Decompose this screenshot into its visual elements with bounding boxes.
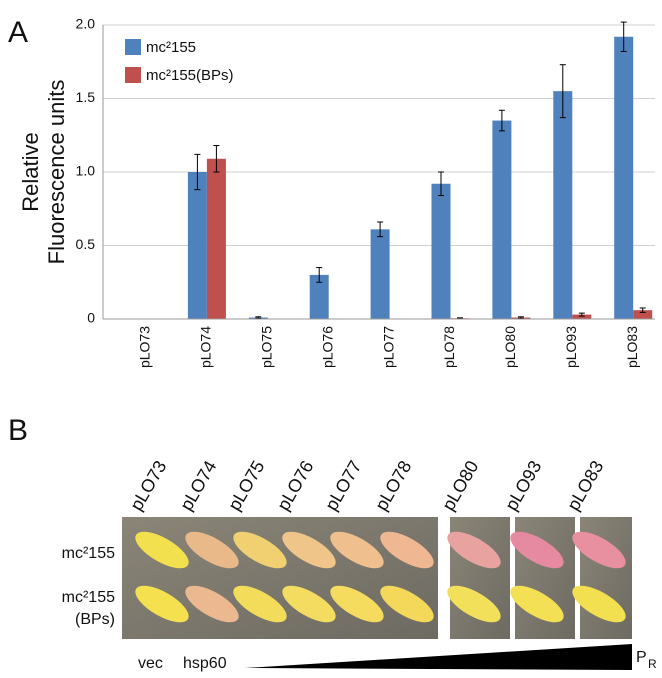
colony <box>380 585 434 623</box>
x-tick-label: pLO74 <box>198 326 214 368</box>
colony-photo <box>122 517 632 639</box>
colony <box>282 531 336 569</box>
gradient-end-label: P <box>636 649 647 666</box>
panel-label: A <box>8 16 28 49</box>
x-tick-label: pLO76 <box>319 326 335 368</box>
colony <box>447 531 501 569</box>
colony <box>510 585 564 623</box>
column-label: pLO93 <box>501 457 545 514</box>
x-tick-label: pLO93 <box>563 326 579 368</box>
promoter-label: vec <box>138 655 163 672</box>
y-tick-label: 2.0 <box>76 16 96 32</box>
column-label: pLO77 <box>321 457 365 514</box>
column-label: pLO76 <box>273 457 317 514</box>
colony <box>282 585 336 623</box>
y-tick-label: 0 <box>87 310 95 326</box>
column-label: pLO78 <box>371 457 415 514</box>
panel-label: B <box>8 414 28 447</box>
colony <box>510 531 564 569</box>
colony <box>135 585 189 623</box>
colony <box>135 531 189 569</box>
bar <box>614 36 634 319</box>
y-axis-label: Fluorescence units <box>44 80 69 265</box>
column-label: pLO80 <box>438 457 482 514</box>
promoter-label: hsp60 <box>183 655 227 672</box>
x-tick-label: pLO78 <box>441 326 457 368</box>
bar <box>553 91 573 320</box>
x-tick-label: pLO73 <box>137 326 153 368</box>
row-label: mc²155 <box>62 545 115 562</box>
legend-label: mc²155 <box>146 39 196 56</box>
column-label: pLO73 <box>126 457 170 514</box>
y-tick-label: 1.5 <box>76 89 96 105</box>
colony <box>447 585 501 623</box>
colony <box>572 585 626 623</box>
error-bar <box>498 109 505 132</box>
y-axis-label: Relative <box>18 132 43 211</box>
y-tick-label: 0.5 <box>76 236 96 252</box>
bar <box>370 229 390 319</box>
bar <box>206 158 226 319</box>
legend-swatch <box>125 39 141 55</box>
colony <box>380 531 434 569</box>
bar <box>572 314 592 319</box>
error-bar <box>377 221 384 238</box>
error-bar <box>438 171 444 197</box>
colony <box>330 531 384 569</box>
row-label: mc²155 <box>62 589 115 606</box>
colony <box>233 585 287 623</box>
colony <box>330 585 384 623</box>
bar <box>633 310 653 319</box>
error-bar <box>213 145 220 173</box>
colony <box>572 531 626 569</box>
x-tick-label: pLO77 <box>380 326 396 368</box>
error-bar <box>559 64 566 119</box>
gradient-wedge <box>245 644 632 670</box>
y-tick-label: 1.0 <box>76 163 96 179</box>
x-tick-label: pLO75 <box>259 326 275 368</box>
legend-label: mc²155(BPs) <box>146 67 234 84</box>
error-bar <box>578 312 585 317</box>
error-bar <box>255 316 262 319</box>
column-label: pLO74 <box>176 457 220 514</box>
bar <box>309 274 329 319</box>
bar <box>187 172 207 319</box>
colony <box>233 531 287 569</box>
bar <box>431 183 451 319</box>
error-bar <box>620 21 627 52</box>
error-bar <box>639 307 646 313</box>
bar <box>492 120 512 319</box>
error-bar <box>194 153 201 191</box>
colony <box>185 585 239 623</box>
x-tick-label: pLO80 <box>502 326 518 368</box>
column-label: pLO83 <box>563 457 607 514</box>
column-label: pLO75 <box>224 457 268 514</box>
legend-swatch <box>125 67 141 83</box>
row-label: (BPs) <box>75 611 115 628</box>
x-tick-label: pLO83 <box>624 326 640 368</box>
error-bar <box>517 316 524 319</box>
colony <box>185 531 239 569</box>
gradient-end-label: R <box>648 657 657 671</box>
error-bar <box>316 267 323 283</box>
